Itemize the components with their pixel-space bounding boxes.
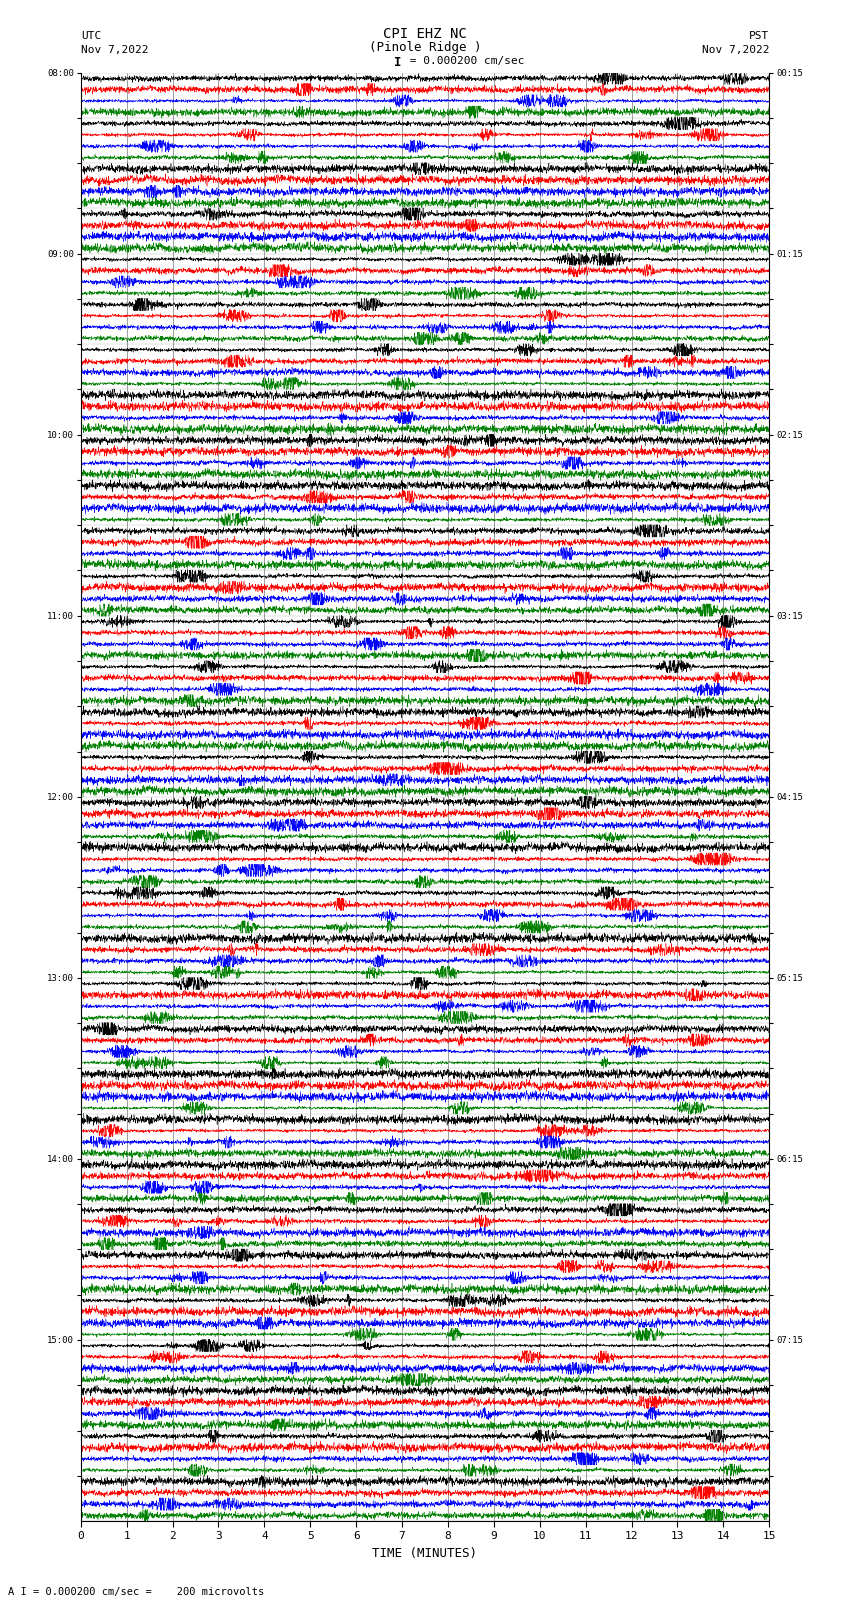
- X-axis label: TIME (MINUTES): TIME (MINUTES): [372, 1547, 478, 1560]
- Text: PST: PST: [749, 31, 769, 40]
- Text: CPI EHZ NC: CPI EHZ NC: [383, 26, 467, 40]
- Text: UTC: UTC: [81, 31, 101, 40]
- Text: Nov 7,2022: Nov 7,2022: [81, 45, 148, 55]
- Text: (Pinole Ridge ): (Pinole Ridge ): [369, 40, 481, 55]
- Text: = 0.000200 cm/sec: = 0.000200 cm/sec: [403, 56, 524, 66]
- Text: Nov 7,2022: Nov 7,2022: [702, 45, 769, 55]
- Text: A I = 0.000200 cm/sec =    200 microvolts: A I = 0.000200 cm/sec = 200 microvolts: [8, 1587, 264, 1597]
- Text: I: I: [394, 56, 401, 69]
